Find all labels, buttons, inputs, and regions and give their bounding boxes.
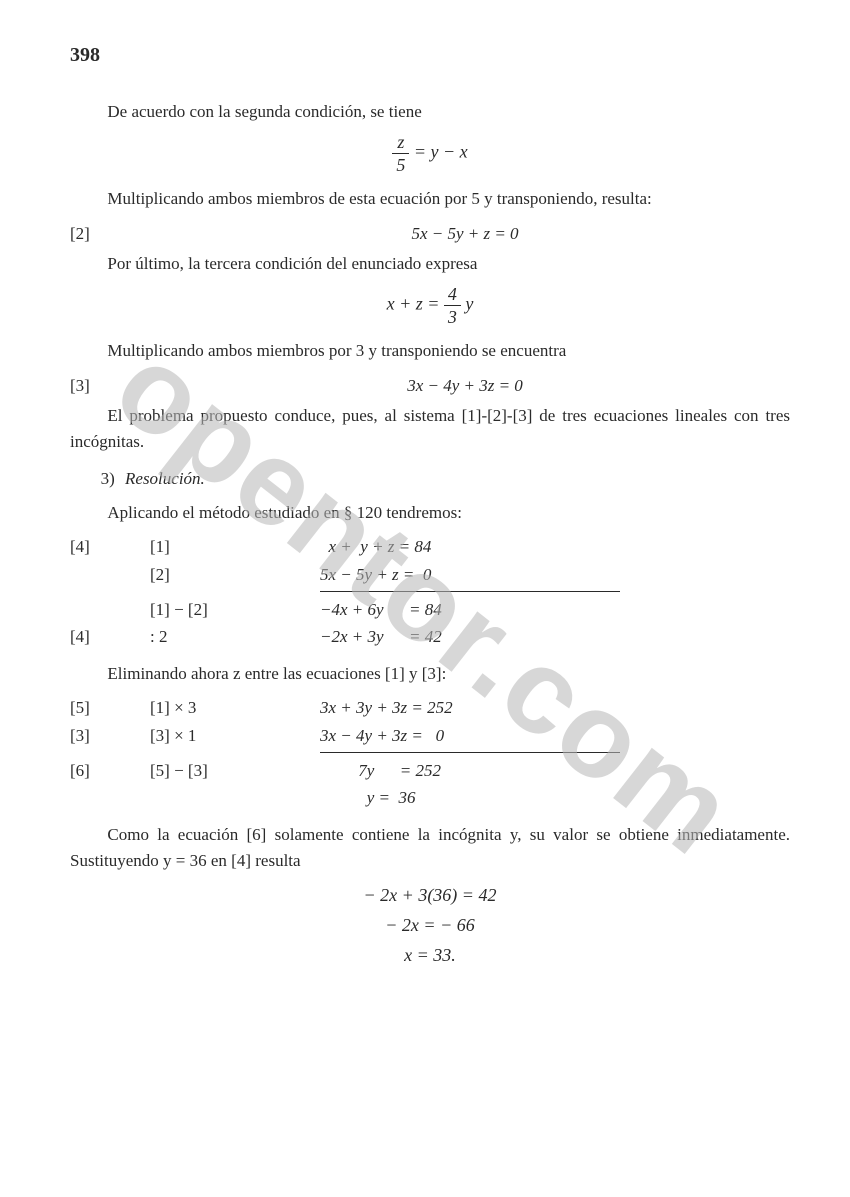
eq2-body: 5x − 5y + z = 0	[140, 221, 790, 247]
equation-2-row: [2] 5x − 5y + z = 0	[70, 221, 790, 247]
final-eq-1: − 2x + 3(36) = 42	[70, 882, 790, 910]
calc1-r0-mid: [1]	[150, 534, 320, 560]
eq4-label: [3]	[70, 373, 140, 399]
calc2-r2-left: [6]	[70, 758, 150, 784]
equation-4-row: [3] 3x − 4y + 3z = 0	[70, 373, 790, 399]
para-1: De acuerdo con la segunda condición, se …	[70, 99, 790, 125]
calc1-r3-left: [4]	[70, 624, 150, 650]
para-6: Aplicando el método estudiado en § 120 t…	[70, 500, 790, 526]
equation-3: x + z = 4 3 y	[70, 285, 790, 326]
equation-1: z 5 = y − x	[70, 133, 790, 174]
calc2-r1-left: [3]	[70, 723, 150, 749]
para-5: El problema propuesto conduce, pues, al …	[70, 403, 790, 456]
eq3-post: y	[465, 294, 473, 314]
para-4: Multiplicando ambos miembros por 3 y tra…	[70, 338, 790, 364]
calc2-rule	[320, 752, 620, 753]
page-number: 398	[70, 40, 790, 71]
calc-block-2: [5] [1] × 3 3x + 3y + 3z = 252 [3] [3] ×…	[70, 695, 790, 811]
section-title: Resolución.	[125, 469, 205, 488]
eq3-numerator: 4	[444, 285, 461, 306]
calc1-r2-right: −4x + 6y = 84	[320, 597, 640, 623]
para-3: Por último, la tercera condición del enu…	[70, 251, 790, 277]
calc1-rule	[320, 591, 620, 592]
eq3-denominator: 3	[444, 306, 461, 326]
calc1-r0-right: x + y + z = 84	[320, 534, 640, 560]
eq1-numerator: z	[392, 133, 409, 154]
eq1-rhs: = y − x	[414, 142, 468, 162]
calc2-r3-right: y = 36	[320, 785, 640, 811]
calc2-r1-mid: [3] × 1	[150, 723, 320, 749]
eq3-lhs: x + z =	[387, 294, 440, 314]
calc1-r3-right: −2x + 3y = 42	[320, 624, 640, 650]
calc2-r0-mid: [1] × 3	[150, 695, 320, 721]
calc1-r0-left: [4]	[70, 534, 150, 560]
calc1-r3-mid: : 2	[150, 624, 320, 650]
calc2-r2-right: 7y = 252	[320, 758, 640, 784]
eq1-denominator: 5	[392, 154, 409, 174]
para-2: Multiplicando ambos miembros de esta ecu…	[70, 186, 790, 212]
section-heading: 3) Resolución.	[101, 466, 790, 492]
page-content: 398 De acuerdo con la segunda condición,…	[70, 40, 790, 970]
para-8: Como la ecuación [6] solamente contiene …	[70, 822, 790, 875]
para-7: Eliminando ahora z entre las ecuaciones …	[70, 661, 790, 687]
section-num: 3)	[101, 469, 115, 488]
calc2-r0-left: [5]	[70, 695, 150, 721]
calc1-r1-mid: [2]	[150, 562, 320, 588]
calc2-r1-right: 3x − 4y + 3z = 0	[320, 723, 640, 749]
calc2-r2-mid: [5] − [3]	[150, 758, 320, 784]
calc-block-1: [4] [1] x + y + z = 84 [2] 5x − 5y + z =…	[70, 534, 790, 650]
final-eq-2: − 2x = − 66	[70, 912, 790, 940]
eq4-body: 3x − 4y + 3z = 0	[140, 373, 790, 399]
calc1-r2-mid: [1] − [2]	[150, 597, 320, 623]
calc2-r0-right: 3x + 3y + 3z = 252	[320, 695, 640, 721]
eq2-label: [2]	[70, 221, 140, 247]
calc1-r1-right: 5x − 5y + z = 0	[320, 562, 640, 588]
final-eq-3: x = 33.	[70, 942, 790, 970]
